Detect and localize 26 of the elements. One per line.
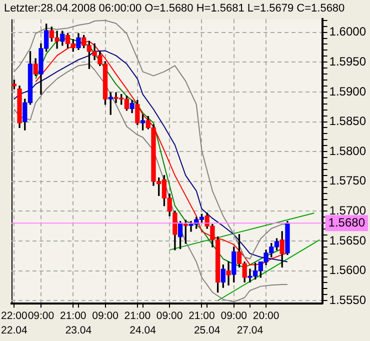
chart-title: Letzter:28.04.2008 06:00:00 O=1.5680 H=1.5681 L=1.5679 C=1.5680 — [4, 2, 345, 15]
y-tick-label: 1.5800 — [329, 144, 366, 158]
x-tick-label: 09:00 — [92, 310, 119, 322]
x-tick-label: 22:00 22.04 — [1, 310, 28, 337]
y-tick-label: 1.6000 — [329, 24, 366, 39]
y-tick-label: 1.5950 — [329, 54, 366, 68]
x-tick-label: 25.04 — [194, 324, 220, 337]
ref-line-label: 1.5680 — [328, 215, 366, 230]
x-tick-label: 21:00 — [124, 310, 151, 322]
y-tick-label: 1.5600 — [329, 263, 366, 278]
y-tick-label: 1.5750 — [329, 174, 366, 188]
y-tick-label: 1.5650 — [329, 233, 366, 248]
x-tick-label: 21:00 — [60, 310, 86, 322]
y-tick-label: 1.5700 — [329, 203, 366, 218]
x-tick-label: 21:00 — [188, 310, 216, 322]
y-tick-label: 1.5900 — [329, 84, 366, 98]
y-tick-label: 1.5550 — [329, 292, 366, 307]
x-tick-label: 09:00 — [220, 310, 248, 322]
x-tick-label: 23.04 — [65, 324, 92, 337]
x-tick-label: 27.04 — [236, 324, 264, 337]
x-tick-label: 20:00 — [252, 310, 280, 322]
y-tick-label: 1.5850 — [329, 114, 366, 128]
x-tick-label: 09:00 — [28, 310, 54, 322]
x-tick-label: 24.04 — [130, 324, 156, 337]
x-tick-label: 09:00 — [156, 310, 183, 322]
candlestick — [226, 262, 231, 286]
